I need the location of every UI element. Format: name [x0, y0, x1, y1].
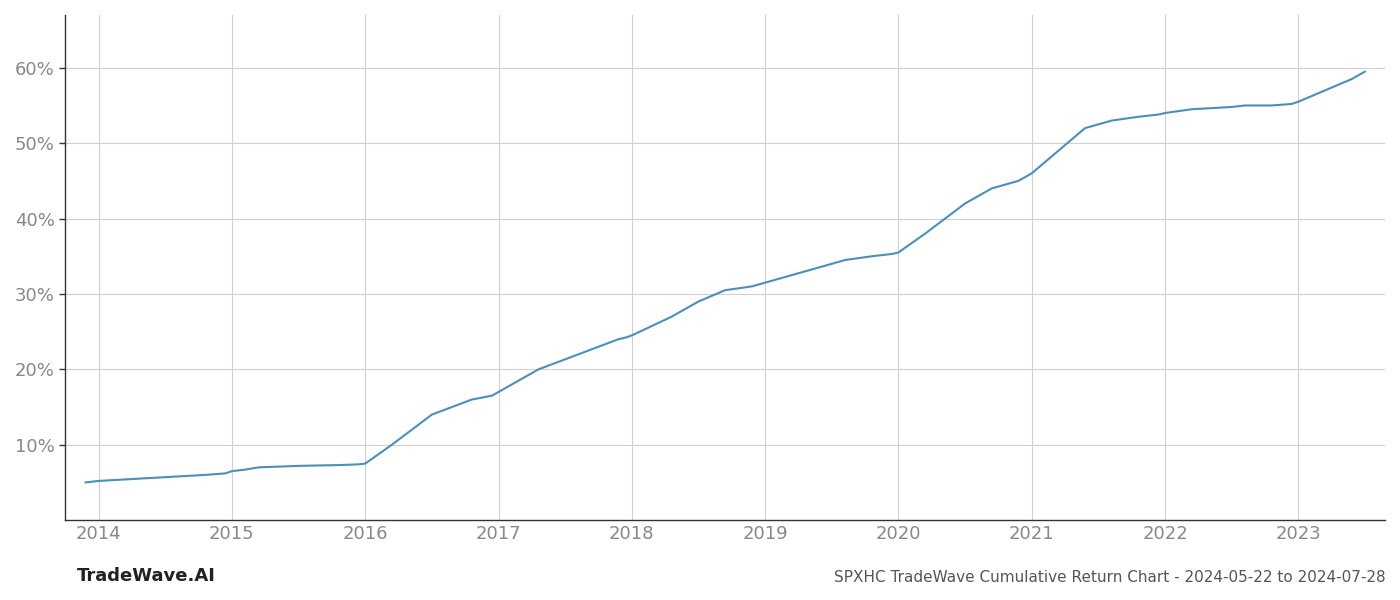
Text: TradeWave.AI: TradeWave.AI — [77, 567, 216, 585]
Text: SPXHC TradeWave Cumulative Return Chart - 2024-05-22 to 2024-07-28: SPXHC TradeWave Cumulative Return Chart … — [834, 570, 1386, 585]
